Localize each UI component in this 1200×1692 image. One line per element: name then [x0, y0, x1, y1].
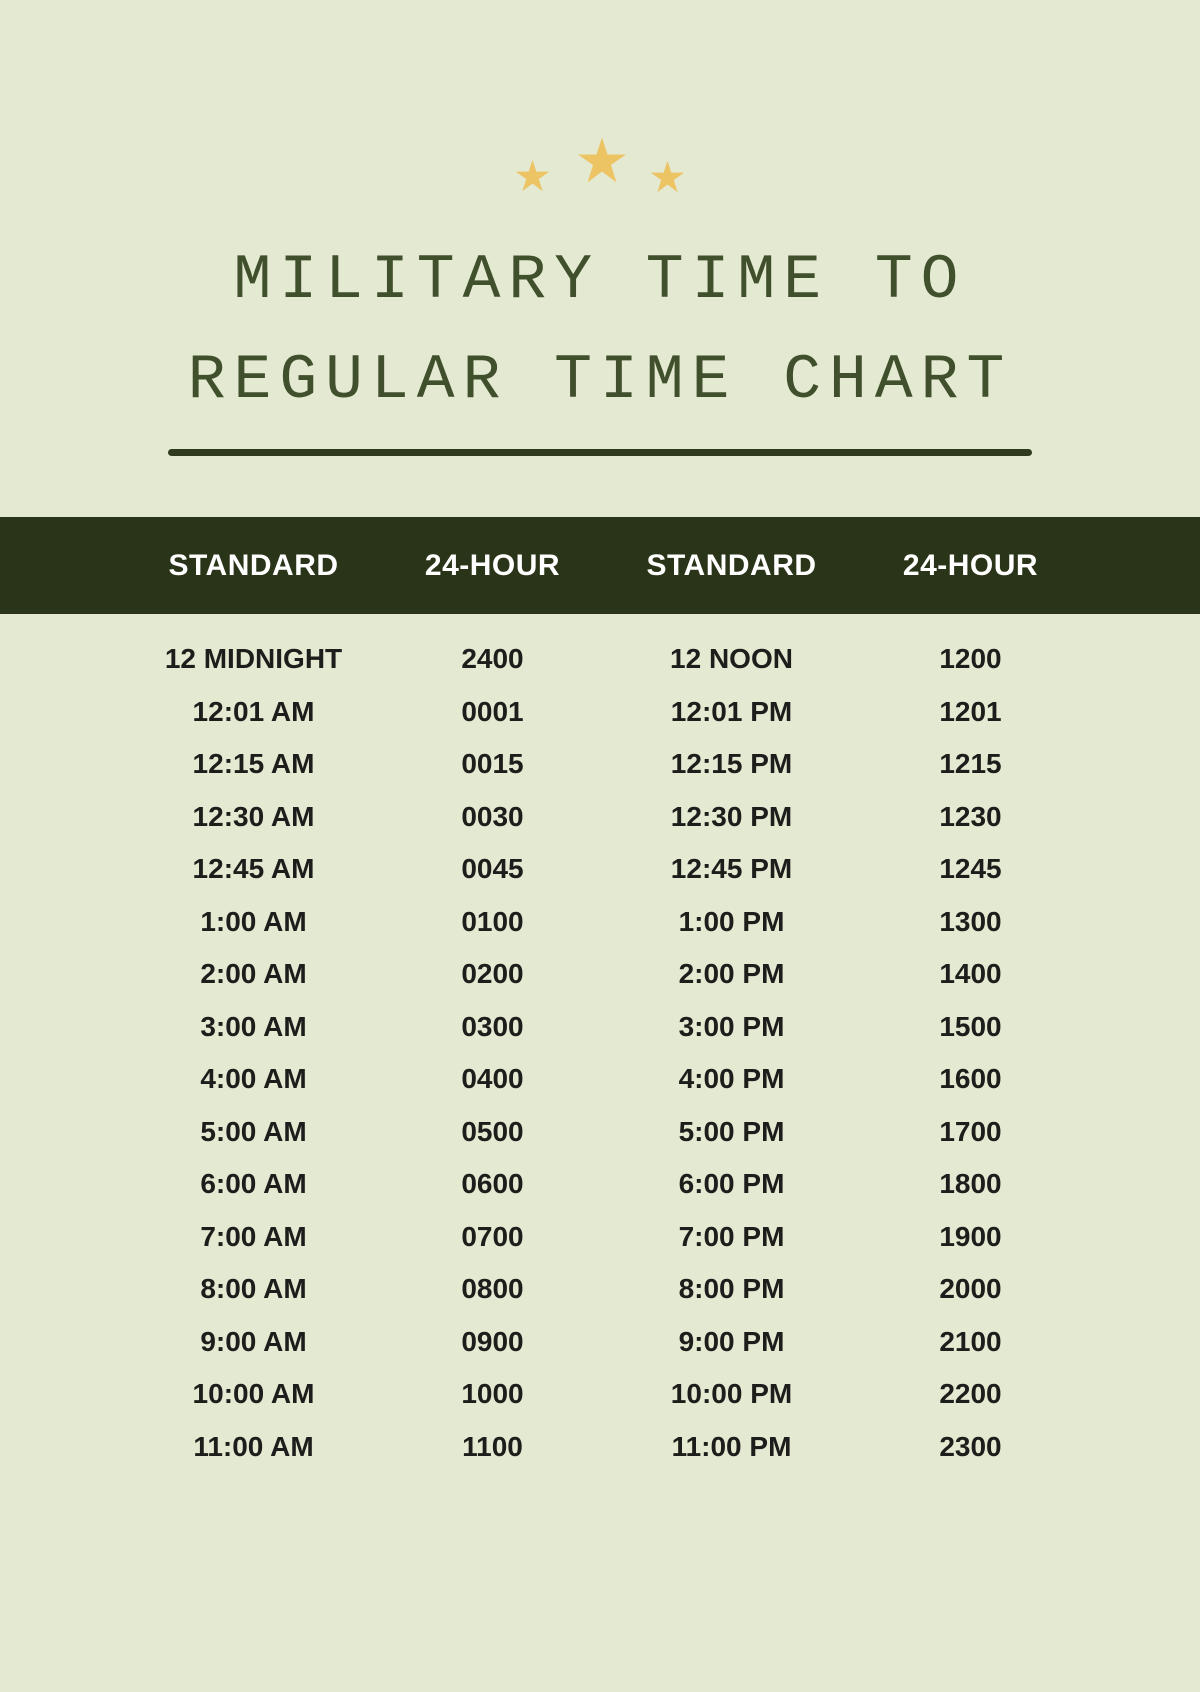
standard-time-cell: 9:00 PM	[678, 1325, 785, 1357]
title-line-2: REGULAR TIME CHART	[187, 345, 1013, 416]
standard-time-cell: 5:00 PM	[678, 1115, 785, 1147]
military-time-cell: 0600	[461, 1168, 524, 1200]
star-icon-large	[577, 135, 627, 185]
military-time-cell: 1700	[939, 1115, 1002, 1147]
table-row: 12 MIDNIGHT 2400 12 NOON 1200	[134, 633, 1090, 686]
military-time-cell: 2000	[939, 1273, 1002, 1305]
military-time-cell: 0300	[461, 1010, 524, 1042]
table-row: 10:00 AM 1000 10:00 PM 2200	[134, 1368, 1090, 1421]
military-time-cell: 2100	[939, 1325, 1002, 1357]
military-time-cell: 1230	[939, 800, 1002, 832]
standard-time-cell: 5:00 AM	[200, 1115, 307, 1147]
table-row: 12:45 AM 0045 12:45 PM 1245	[134, 843, 1090, 896]
table-header-band: STANDARD 24-HOUR STANDARD 24-HOUR	[0, 517, 1200, 614]
standard-time-cell: 2:00 AM	[200, 958, 307, 990]
standard-time-cell: 12:30 PM	[670, 800, 793, 832]
military-time-cell: 1000	[461, 1378, 524, 1410]
table-row: 5:00 AM 0500 5:00 PM 1700	[134, 1106, 1090, 1159]
standard-time-cell: 8:00 PM	[678, 1273, 785, 1305]
table-row: 11:00 AM 1100 11:00 PM 2300	[134, 1421, 1090, 1474]
military-time-cell: 0900	[461, 1325, 524, 1357]
standard-time-cell: 8:00 AM	[200, 1273, 307, 1305]
title-divider	[168, 449, 1032, 456]
military-time-cell: 2200	[939, 1378, 1002, 1410]
standard-time-cell: 1:00 AM	[200, 905, 307, 937]
standard-time-cell: 3:00 AM	[200, 1010, 307, 1042]
column-header: 24-HOUR	[424, 548, 561, 582]
table-row: 8:00 AM 0800 8:00 PM 2000	[134, 1263, 1090, 1316]
column-header: STANDARD	[168, 548, 339, 582]
military-time-cell: 1215	[939, 748, 1002, 780]
military-time-cell: 0400	[461, 1063, 524, 1095]
standard-time-cell: 1:00 PM	[678, 905, 785, 937]
military-time-cell: 0001	[461, 695, 524, 727]
standard-time-cell: 12 MIDNIGHT	[164, 643, 343, 675]
column-header: 24-HOUR	[902, 548, 1039, 582]
military-time-cell: 1800	[939, 1168, 1002, 1200]
standard-time-cell: 10:00 PM	[670, 1378, 793, 1410]
standard-time-cell: 10:00 AM	[192, 1378, 315, 1410]
standard-time-cell: 9:00 AM	[200, 1325, 307, 1357]
standard-time-cell: 2:00 PM	[678, 958, 785, 990]
military-time-cell: 1100	[462, 1430, 523, 1462]
title-line-1: MILITARY TIME TO	[233, 245, 967, 316]
standard-time-cell: 12:15 PM	[670, 748, 793, 780]
military-time-cell: 1600	[939, 1063, 1002, 1095]
military-time-cell: 1500	[939, 1010, 1002, 1042]
standard-time-cell: 12:45 AM	[192, 853, 315, 885]
standard-time-cell: 12:45 PM	[670, 853, 793, 885]
standard-time-cell: 12 NOON	[670, 643, 793, 675]
standard-time-cell: 3:00 PM	[678, 1010, 785, 1042]
military-time-cell: 1245	[939, 853, 1002, 885]
military-time-cell: 0800	[461, 1273, 524, 1305]
military-time-cell: 0100	[461, 905, 524, 937]
military-time-cell: 0045	[461, 853, 524, 885]
table-row: 2:00 AM 0200 2:00 PM 1400	[134, 948, 1090, 1001]
military-time-cell: 1201	[939, 695, 1002, 727]
military-time-cell: 1200	[939, 643, 1002, 675]
table-row: 12:01 AM 0001 12:01 PM 1201	[134, 686, 1090, 739]
standard-time-cell: 7:00 AM	[200, 1220, 307, 1252]
table-row: 6:00 AM 0600 6:00 PM 1800	[134, 1158, 1090, 1211]
table-row: 7:00 AM 0700 7:00 PM 1900	[134, 1211, 1090, 1264]
military-time-cell: 2300	[939, 1430, 1002, 1462]
table-row: 3:00 AM 0300 3:00 PM 1500	[134, 1001, 1090, 1054]
standard-time-cell: 12:01 PM	[670, 695, 793, 727]
military-time-cell: 0030	[461, 800, 524, 832]
standard-time-cell: 4:00 AM	[200, 1063, 307, 1095]
military-time-cell: 1400	[939, 958, 1002, 990]
standard-time-cell: 11:00 AM	[193, 1430, 314, 1462]
table-row: 1:00 AM 0100 1:00 PM 1300	[134, 896, 1090, 949]
standard-time-cell: 7:00 PM	[678, 1220, 785, 1252]
standard-time-cell: 12:15 AM	[192, 748, 315, 780]
military-time-cell: 1900	[939, 1220, 1002, 1252]
star-icon-small-left	[515, 158, 550, 193]
standard-time-cell: 11:00 PM	[671, 1430, 792, 1462]
table-row: 4:00 AM 0400 4:00 PM 1600	[134, 1053, 1090, 1106]
standard-time-cell: 6:00 PM	[678, 1168, 785, 1200]
conversion-table: 12 MIDNIGHT 2400 12 NOON 1200 12:01 AM 0001 12…	[134, 614, 1090, 1473]
column-header: STANDARD	[646, 548, 817, 582]
table-row: 9:00 AM 0900 9:00 PM 2100	[134, 1316, 1090, 1369]
military-time-cell: 1300	[939, 905, 1002, 937]
military-time-cell: 0700	[461, 1220, 524, 1252]
page-title: MILITARY TIME TO REGULAR TIME CHART	[0, 231, 1200, 431]
standard-time-cell: 6:00 AM	[200, 1168, 307, 1200]
table-header-row: STANDARD 24-HOUR STANDARD 24-HOUR	[134, 517, 1090, 614]
standard-time-cell: 12:01 AM	[192, 695, 315, 727]
star-icon-small-right	[650, 159, 685, 194]
military-time-cell: 0200	[461, 958, 524, 990]
table-row: 12:30 AM 0030 12:30 PM 1230	[134, 791, 1090, 844]
military-time-cell: 0015	[461, 748, 524, 780]
standard-time-cell: 12:30 AM	[192, 800, 315, 832]
military-time-cell: 0500	[461, 1115, 524, 1147]
standard-time-cell: 4:00 PM	[678, 1063, 785, 1095]
table-row: 12:15 AM 0015 12:15 PM 1215	[134, 738, 1090, 791]
military-time-cell: 2400	[461, 643, 524, 675]
